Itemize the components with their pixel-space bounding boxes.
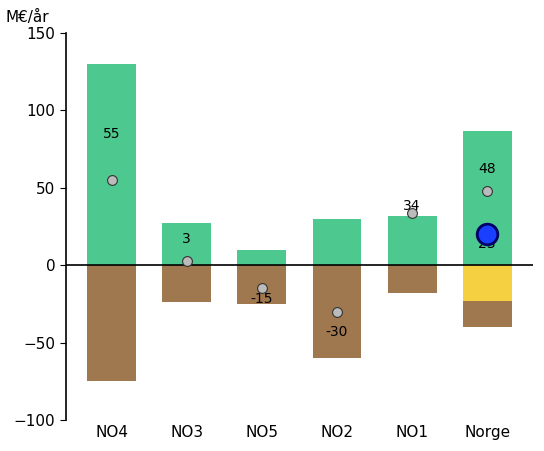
Bar [237,265,286,304]
Point [182,257,191,264]
Point [107,176,116,184]
Bar [162,223,211,265]
Bar [313,265,361,358]
Bar [463,301,512,327]
Point [408,209,417,216]
Bar [463,265,512,301]
Bar [388,265,436,293]
Text: 55: 55 [103,127,120,141]
Text: 34: 34 [403,199,421,213]
Bar [313,219,361,265]
Bar [237,250,286,265]
Point [483,230,492,238]
Text: 23: 23 [479,237,496,251]
Bar [162,265,211,302]
Bar [87,64,136,265]
Point [257,285,266,292]
Text: 48: 48 [478,162,496,176]
Text: M€/år: M€/år [5,10,49,25]
Text: -30: -30 [326,325,348,339]
Bar [388,216,436,265]
Text: 3: 3 [182,232,191,246]
Text: -15: -15 [251,292,273,306]
Point [483,187,492,194]
Bar [463,131,512,265]
Point [332,308,341,315]
Bar [87,265,136,382]
